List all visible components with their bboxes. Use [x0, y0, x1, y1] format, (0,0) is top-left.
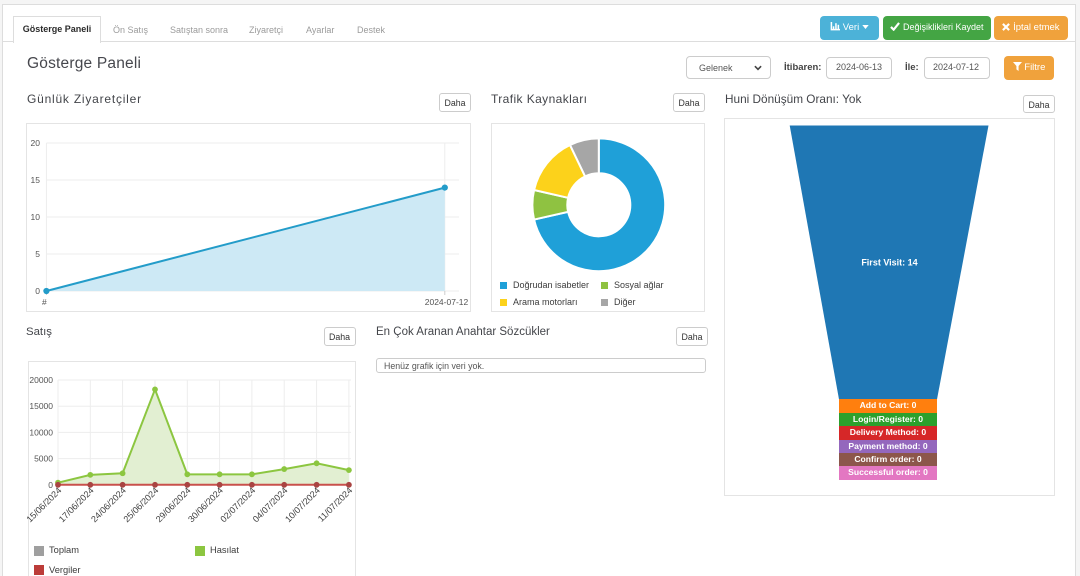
svg-text:10000: 10000	[29, 427, 53, 437]
svg-text:#: #	[42, 297, 47, 307]
svg-text:5000: 5000	[34, 454, 53, 464]
svg-text:0: 0	[35, 286, 40, 296]
svg-text:10: 10	[31, 212, 41, 222]
svg-text:2024-07-12: 2024-07-12	[425, 297, 469, 307]
svg-text:15000: 15000	[29, 401, 53, 411]
svg-text:First Visit: 14: First Visit: 14	[861, 258, 917, 268]
svg-text:5: 5	[35, 249, 40, 259]
svg-text:0: 0	[48, 480, 53, 490]
svg-text:20: 20	[31, 138, 41, 148]
svg-text:20000: 20000	[29, 375, 53, 385]
svg-text:15: 15	[31, 175, 41, 185]
svg-text:11/07/2024: 11/07/2024	[316, 485, 354, 523]
